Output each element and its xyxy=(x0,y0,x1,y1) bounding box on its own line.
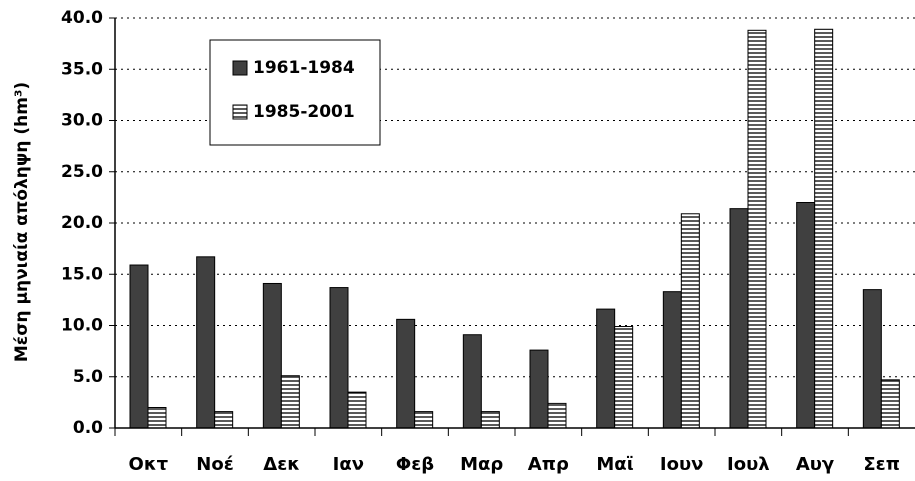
bar xyxy=(280,375,300,429)
y-axis-label: Μέση μηνιαία απόληψη (hm³) xyxy=(12,82,32,362)
x-tick-label: Μαρ xyxy=(460,454,503,475)
bar xyxy=(414,411,434,429)
x-tick-label: Σεπ xyxy=(863,454,900,475)
x-tick-label: Δεκ xyxy=(263,454,300,475)
legend-swatch xyxy=(232,104,248,120)
y-tick-label: 40.0 xyxy=(61,8,103,28)
bar xyxy=(862,289,882,429)
x-tick-label: Μαϊ xyxy=(596,454,633,475)
x-tick-label: Νοέ xyxy=(196,454,233,475)
x-tick-label: Ιουν xyxy=(660,454,703,475)
y-tick-label: 5.0 xyxy=(73,367,103,387)
x-tick-label: Αυγ xyxy=(796,454,834,475)
bar xyxy=(129,264,149,429)
y-tick-label: 20.0 xyxy=(61,213,103,233)
bar xyxy=(814,28,834,429)
bar xyxy=(547,402,567,429)
bar xyxy=(262,282,282,429)
x-tick-label: Απρ xyxy=(528,454,569,475)
x-tick-label: Ιαν xyxy=(333,454,364,475)
y-tick-label: 30.0 xyxy=(61,111,103,131)
y-tick-label: 15.0 xyxy=(61,264,103,284)
bar xyxy=(614,326,634,429)
bar xyxy=(196,256,216,429)
bar xyxy=(214,411,234,429)
legend-box xyxy=(209,39,381,146)
legend-label: 1961-1984 xyxy=(253,58,355,78)
bar xyxy=(147,407,167,429)
legend-swatch xyxy=(232,60,248,76)
x-tick-label: Οκτ xyxy=(129,454,169,475)
bar xyxy=(680,213,700,429)
bar xyxy=(329,287,349,429)
x-tick-label: Φεβ xyxy=(396,454,434,475)
bar xyxy=(880,379,900,429)
bar xyxy=(596,308,616,429)
y-tick-label: 10.0 xyxy=(61,316,103,336)
x-tick-label: Ιουλ xyxy=(727,454,770,475)
bar xyxy=(529,349,549,429)
y-tick-label: 35.0 xyxy=(61,59,103,79)
bar xyxy=(747,29,767,429)
bar xyxy=(396,318,416,429)
y-tick-label: 25.0 xyxy=(61,162,103,182)
bar xyxy=(347,391,367,429)
legend-label: 1985-2001 xyxy=(253,102,355,122)
bar xyxy=(480,411,500,429)
bar xyxy=(796,202,816,429)
bar xyxy=(462,334,482,429)
bar xyxy=(662,291,682,429)
bar xyxy=(729,208,749,429)
y-tick-label: 0.0 xyxy=(73,418,103,438)
